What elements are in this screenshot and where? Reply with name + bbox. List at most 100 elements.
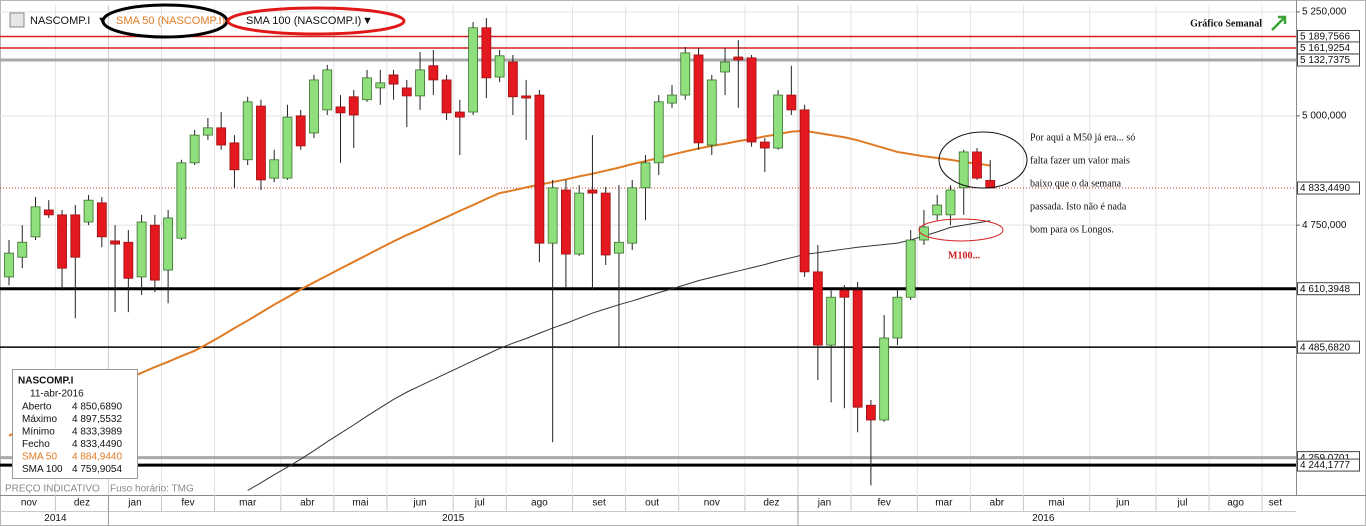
x-tick-label: fev — [181, 498, 194, 509]
candle-body — [547, 187, 558, 244]
info-row-value: 4 884,9440 — [72, 452, 122, 463]
info-row-value: 4 833,4490 — [72, 439, 122, 450]
candle-body — [958, 151, 969, 189]
candle-body — [70, 214, 81, 258]
level-label-box — [1297, 282, 1360, 296]
candle-body — [57, 214, 67, 269]
candle-body — [494, 55, 505, 78]
info-row-value: 4 833,3989 — [72, 427, 122, 438]
annotation-line: baixo que o da semana — [1030, 178, 1122, 189]
candle-body — [693, 54, 704, 144]
annotation-line: Por aqui a M50 já era... só — [1030, 132, 1135, 143]
candle-body — [919, 226, 929, 241]
info-box: NASCOMP.I 11-abr-2016 Aberto 4 850,6890 Má… — [12, 369, 138, 479]
candle-body — [706, 79, 717, 146]
info-row-label: Máximo — [22, 414, 57, 425]
x-tick-label: out — [645, 498, 659, 509]
candle-body — [401, 87, 412, 97]
candle-body — [43, 209, 54, 216]
candle-body — [839, 289, 850, 298]
x-tick-label: jul — [474, 498, 485, 509]
x-tick-label: fev — [877, 498, 890, 509]
x-tick-label: mar — [239, 498, 257, 509]
year-label: 2014 — [44, 513, 67, 524]
candle-body — [521, 95, 532, 99]
trend-icon — [1271, 15, 1287, 31]
candle-body — [600, 192, 611, 256]
candle-body — [481, 27, 492, 79]
candle-body — [627, 187, 638, 244]
candle-body — [309, 79, 319, 134]
candle-body — [852, 289, 863, 408]
candle-body — [83, 199, 94, 223]
candle-body — [720, 61, 730, 73]
info-row-value: 4 850,6890 — [72, 402, 122, 413]
info-row-label: SMA 100 — [22, 464, 63, 475]
year-label: 2015 — [442, 513, 465, 524]
level-label-box — [1297, 340, 1360, 354]
legend-entry[interactable]: SMA 50 (NASCOMP.I) — [116, 15, 225, 27]
candle-body — [733, 56, 744, 61]
footer-timezone: Fuso horário: TMG — [110, 484, 194, 495]
x-tick-label: mai — [1048, 498, 1064, 509]
candle-body — [110, 240, 120, 245]
x-tick-label: jul — [1177, 498, 1188, 509]
info-box-date: 11-abr-2016 — [30, 389, 84, 400]
y-tick-label: 5 250,000 — [1302, 7, 1347, 18]
info-box-frame — [12, 369, 138, 479]
info-row-value: 4 759,9054 — [72, 464, 122, 475]
candle-body — [136, 221, 147, 278]
level-label: 5 132,7375 — [1300, 55, 1350, 66]
candle-body — [812, 271, 823, 346]
candle-body — [362, 77, 372, 101]
candle-body — [322, 69, 333, 111]
x-tick-label: abr — [990, 498, 1005, 509]
candle-body — [534, 94, 545, 244]
candle-body — [587, 189, 598, 194]
dropdown-arrow[interactable]: ▼ — [362, 15, 373, 27]
x-tick-label: jun — [1115, 498, 1129, 509]
footer-note: PREÇO INDICATIVO — [5, 484, 100, 495]
candle-body — [746, 57, 757, 143]
annotation-ellipse — [938, 131, 1028, 189]
candle-body — [269, 159, 280, 179]
x-tick-label: abr — [300, 498, 315, 509]
level-label: 5 189,7566 — [1300, 32, 1350, 43]
info-row-value: 4 897,5532 — [72, 414, 122, 425]
y-tick-label: 4 750,000 — [1302, 220, 1347, 231]
candle-body — [388, 74, 399, 85]
toolbar: NASCOMP.I ▼ SMA 50 (NASCOMP.I) SMA 100 (… — [9, 3, 1287, 39]
candle-body — [932, 204, 943, 216]
annotation-line: falta fazer um valor mais — [1030, 155, 1130, 166]
candle-body — [375, 82, 386, 89]
level-label: 4 259,0701 — [1300, 453, 1350, 464]
legend-entry[interactable]: SMA 100 (NASCOMP.I) — [246, 15, 361, 27]
candle-body — [202, 127, 213, 136]
candle-body — [866, 404, 876, 421]
highlight-ellipse — [226, 6, 406, 36]
y-tick-label: 5 000,000 — [1302, 110, 1347, 121]
candle-body — [4, 252, 14, 278]
chart-title: Gráfico Semanal — [1190, 18, 1262, 29]
x-tick-label: ago — [531, 498, 548, 509]
candle-body — [826, 296, 837, 346]
candle-body — [348, 96, 359, 116]
candle-body — [229, 142, 240, 171]
candle-body — [945, 189, 956, 216]
symbol-icon — [9, 12, 25, 28]
level-label: 5 161,9254 — [1300, 43, 1350, 54]
candle-body — [123, 241, 134, 279]
level-label: 4 610,3948 — [1300, 284, 1350, 295]
candle-body — [454, 111, 465, 118]
candle-body — [667, 94, 677, 104]
year-label: 2016 — [1032, 513, 1055, 524]
annotation-marker: M100... — [948, 250, 980, 261]
x-tick-label: jan — [127, 498, 141, 509]
candle-body — [574, 192, 585, 255]
x-tick-label: set — [1269, 498, 1283, 509]
x-tick-label: mar — [935, 498, 953, 509]
candle-body — [295, 115, 306, 147]
candle-body — [176, 162, 187, 239]
symbol-label[interactable]: NASCOMP.I — [30, 15, 90, 27]
